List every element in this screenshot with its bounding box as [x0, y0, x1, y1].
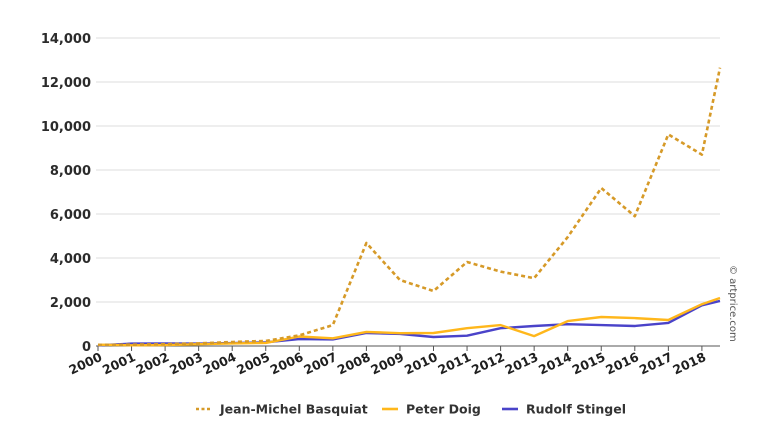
- y-tick-label: 4,000: [50, 252, 91, 267]
- x-tick-label: 2010: [402, 349, 440, 377]
- x-tick-label: 2018: [670, 349, 708, 377]
- credit-text: © artprice.com: [727, 265, 738, 342]
- x-tick-label: 2003: [167, 349, 205, 377]
- x-axis: 2000200120022003200420052006200720082009…: [66, 345, 720, 377]
- gridlines: [96, 37, 720, 303]
- legend-item[interactable]: Rudolf Stingel: [502, 402, 626, 417]
- series-line-rudolf-stingel: [97, 299, 721, 347]
- x-tick-label: 2013: [503, 349, 541, 377]
- x-tick-label: 2017: [637, 349, 675, 377]
- x-tick-label: 2015: [570, 349, 608, 377]
- x-tick-label: 2008: [335, 349, 373, 377]
- plot-lines: [97, 67, 722, 347]
- legend-item[interactable]: Jean-Michel Basquiat: [196, 402, 368, 417]
- series-line-peter-doig: [97, 296, 721, 347]
- y-tick-label: 6,000: [50, 208, 91, 223]
- x-tick-label: 2001: [100, 349, 138, 377]
- legend-item[interactable]: Peter Doig: [382, 402, 481, 417]
- legend-label: Peter Doig: [406, 402, 481, 417]
- x-tick-label: 2006: [268, 349, 306, 377]
- y-tick-label: 10,000: [41, 120, 91, 135]
- x-tick-label: 2004: [201, 349, 239, 377]
- x-tick-label: 2005: [234, 349, 272, 377]
- y-tick-label: 14,000: [41, 32, 91, 47]
- series-line-jean-michel-basquiat: [97, 67, 722, 347]
- legend-label: Rudolf Stingel: [526, 402, 626, 417]
- x-tick-label: 2007: [301, 349, 339, 377]
- legend: Jean-Michel Basquiat Peter Doig Rudolf Sti…: [196, 402, 626, 417]
- x-tick-label: 2014: [536, 349, 574, 377]
- y-axis: 0 2,000 4,000 6,000 8,000 10,000 12,000 14,000: [41, 32, 91, 355]
- y-tick-label: 0: [82, 340, 91, 355]
- y-tick-label: 12,000: [41, 76, 91, 91]
- y-tick-label: 2,000: [50, 296, 91, 311]
- x-tick-label: 2002: [133, 349, 171, 377]
- x-tick-label: 2011: [435, 349, 473, 377]
- y-tick-label: 8,000: [50, 164, 91, 179]
- x-tick-label: 2009: [368, 349, 406, 377]
- x-tick-label: 2016: [603, 349, 641, 377]
- legend-label: Jean-Michel Basquiat: [219, 402, 368, 417]
- x-tick-label: 2012: [469, 349, 507, 377]
